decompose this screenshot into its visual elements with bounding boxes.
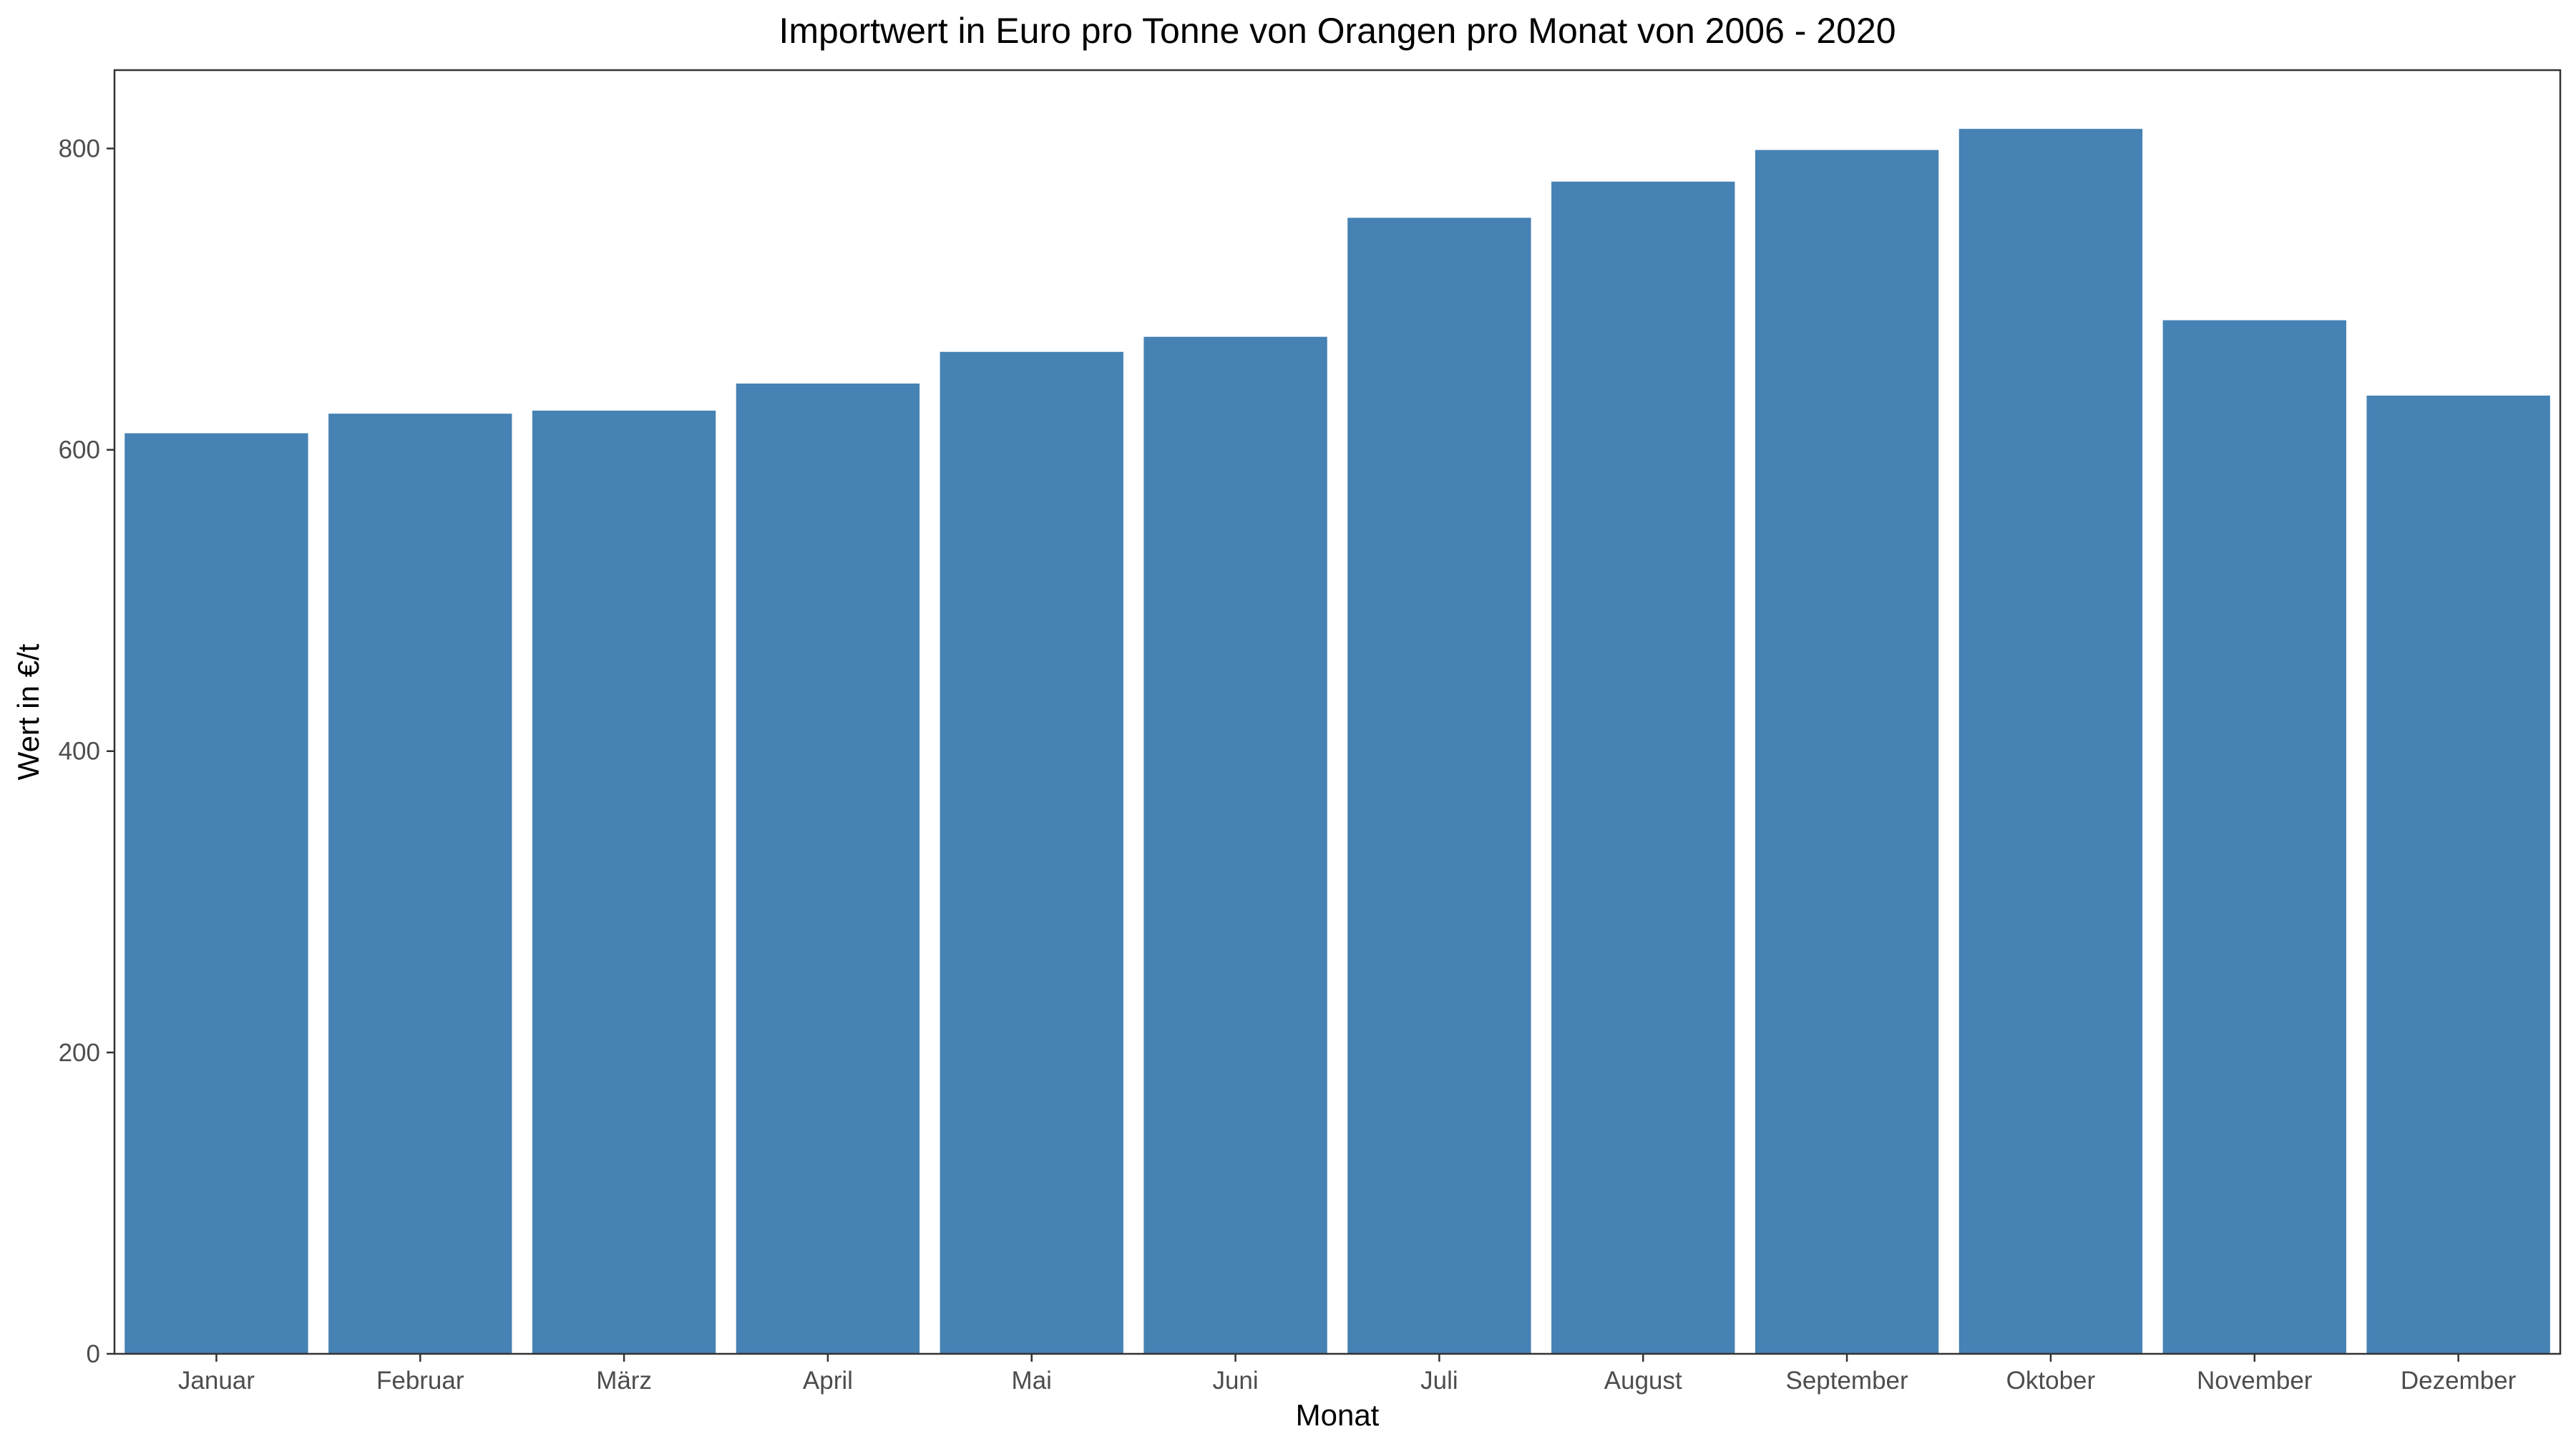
bar-oktober xyxy=(1958,129,2143,1354)
x-tick-label: November xyxy=(2197,1367,2313,1395)
bar-dezember xyxy=(2366,395,2550,1354)
bar-juli xyxy=(1347,218,1531,1355)
y-tick-label: 0 xyxy=(87,1340,100,1368)
plot-panel-border xyxy=(113,69,2562,1355)
x-tick-label: Mai xyxy=(1012,1367,1052,1395)
chart-title: Importwert in Euro pro Tonne von Orangen… xyxy=(779,11,1896,51)
bar-januar xyxy=(125,433,308,1354)
y-tick-label: 600 xyxy=(59,436,100,464)
bars-group xyxy=(125,129,2550,1355)
y-axis-title: Wert in €/t xyxy=(11,643,45,780)
x-tick-label: März xyxy=(596,1367,652,1395)
bar-september xyxy=(1755,150,1939,1354)
x-tick-label: April xyxy=(803,1367,853,1395)
x-tick-label: August xyxy=(1604,1367,1682,1395)
x-tick-label: Juni xyxy=(1212,1367,1258,1395)
x-tick-label: Juli xyxy=(1420,1367,1458,1395)
bar-mai xyxy=(940,351,1123,1354)
y-tick-label: 200 xyxy=(59,1039,100,1067)
bar-juni xyxy=(1143,336,1327,1355)
x-axis-title: Monat xyxy=(1296,1398,1380,1432)
x-tick-label: Januar xyxy=(178,1367,255,1395)
bar-november xyxy=(2162,320,2346,1355)
x-tick-label: Dezember xyxy=(2401,1367,2517,1395)
x-tick-label: Oktober xyxy=(2006,1367,2096,1395)
x-tick-label: Februar xyxy=(376,1367,464,1395)
bar-april xyxy=(736,383,920,1354)
x-tick-label: September xyxy=(1785,1367,1908,1395)
bar-märz xyxy=(532,410,716,1354)
y-tick-label: 800 xyxy=(59,135,100,162)
y-axis-ticks: 0 200 400 600 800 xyxy=(59,135,114,1368)
bar-august xyxy=(1551,181,1735,1354)
y-tick-label: 400 xyxy=(59,738,100,766)
x-axis-ticks: Januar Februar März April Mai Juni Juli August S… xyxy=(178,1354,2517,1395)
bar-februar xyxy=(328,414,512,1355)
